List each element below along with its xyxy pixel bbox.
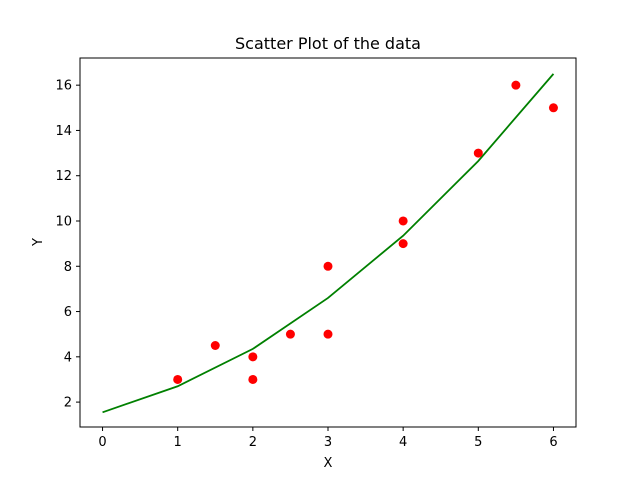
scatter-point xyxy=(473,148,483,158)
x-tick-label: 3 xyxy=(324,435,332,450)
x-tick-label: 2 xyxy=(249,435,257,450)
scatter-point xyxy=(398,239,408,249)
x-tick-label: 0 xyxy=(98,435,106,450)
scatter-point xyxy=(398,216,408,226)
y-axis: 2 4 6 8 10 12 14 16 xyxy=(55,79,80,411)
y-axis-label: Y xyxy=(31,238,46,247)
fit-line xyxy=(102,73,555,414)
scatter-point xyxy=(248,352,258,362)
x-tick-label: 6 xyxy=(549,435,557,450)
chart-title: Scatter Plot of the data xyxy=(235,34,421,53)
scatter-point xyxy=(323,261,333,271)
x-tick-label: 1 xyxy=(174,435,182,450)
y-tick-label: 2 xyxy=(64,396,72,411)
x-tick-label: 5 xyxy=(474,435,482,450)
x-axis-label: X xyxy=(324,456,333,471)
scatter-point xyxy=(511,80,521,90)
y-tick-label: 16 xyxy=(55,79,72,94)
x-axis: 0 1 2 3 4 5 6 xyxy=(98,427,558,450)
scatter-point xyxy=(173,374,183,384)
y-tick-label: 6 xyxy=(64,305,72,320)
scatter-point xyxy=(323,329,333,339)
scatter-point xyxy=(248,374,258,384)
scatter-point xyxy=(285,329,295,339)
x-tick-label: 4 xyxy=(399,435,407,450)
y-tick-label: 12 xyxy=(55,169,72,184)
scatter-point xyxy=(548,103,558,113)
y-tick-label: 10 xyxy=(55,214,72,229)
y-tick-label: 4 xyxy=(64,350,72,365)
y-tick-label: 14 xyxy=(55,124,72,139)
plot-area xyxy=(102,73,558,414)
scatter-point xyxy=(210,341,220,350)
y-tick-label: 8 xyxy=(64,260,72,275)
